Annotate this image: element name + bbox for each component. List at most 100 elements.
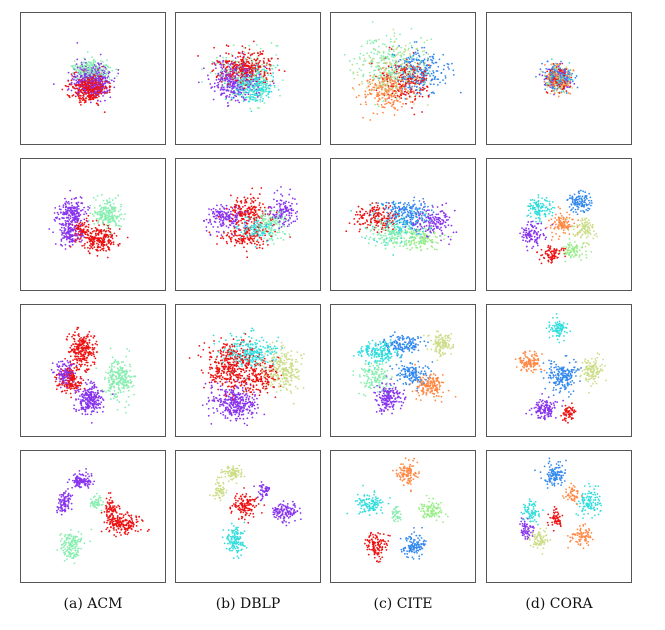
scatter-point <box>246 65 249 68</box>
scatter-point <box>105 233 107 236</box>
scatter-point <box>261 63 263 66</box>
scatter-point <box>408 84 411 87</box>
scatter-point <box>256 64 258 66</box>
scatter-point <box>240 72 243 75</box>
scatter-point <box>561 62 564 65</box>
scatter-point <box>99 208 102 211</box>
scatter-point <box>247 73 249 76</box>
scatter-point <box>216 75 218 78</box>
scatter-point <box>270 74 273 77</box>
scatter-point <box>241 84 244 86</box>
scatter-point <box>229 67 232 70</box>
scatter-point <box>92 238 94 241</box>
scatter-point <box>422 61 425 64</box>
scatter-point <box>94 199 97 201</box>
scatter-point <box>387 52 390 55</box>
scatter-point <box>403 53 405 56</box>
scatter-point <box>74 221 77 223</box>
scatter-point <box>65 200 68 203</box>
scatter-point <box>549 72 551 75</box>
scatter-point <box>101 248 103 251</box>
scatter-point <box>375 89 378 92</box>
scatter-point <box>389 88 392 91</box>
scatter-point <box>376 92 379 94</box>
scatter-point <box>447 66 449 69</box>
scatter-point <box>409 77 412 80</box>
scatter-point <box>69 215 72 218</box>
scatter-point <box>73 197 76 200</box>
scatter-point <box>251 62 254 65</box>
scatter-point <box>75 202 78 205</box>
scatter-point <box>411 107 413 109</box>
scatter-point <box>56 211 59 214</box>
scatter-point <box>377 105 380 108</box>
scatter-point <box>383 74 385 77</box>
scatter-point <box>435 70 438 72</box>
scatter-point <box>359 103 362 106</box>
scatter-point <box>270 57 273 60</box>
scatter-point <box>253 64 256 66</box>
scatter-point <box>68 202 71 205</box>
scatter-point <box>246 91 249 94</box>
scatter-point <box>398 45 400 47</box>
scatter-point <box>434 61 437 64</box>
scatter-point <box>123 218 125 221</box>
scatter-point <box>227 45 230 48</box>
scatter-point <box>409 81 412 84</box>
scatter-point <box>387 74 389 77</box>
scatter-point <box>97 71 100 74</box>
scatter-point <box>379 57 381 59</box>
scatter-point <box>110 79 113 82</box>
scatter-point <box>82 228 85 231</box>
scatter-point <box>79 233 82 236</box>
scatter-point <box>382 52 385 54</box>
scatter-point <box>364 90 367 93</box>
scatter-point <box>88 94 91 97</box>
scatter-point <box>391 59 394 62</box>
scatter-point <box>54 206 57 209</box>
scatter-point <box>92 86 94 89</box>
scatter-point <box>267 96 270 99</box>
scatter-point <box>228 71 231 74</box>
scatter-point <box>89 76 92 79</box>
scatter-point <box>419 78 422 81</box>
scatter-point <box>83 247 86 249</box>
scatter-point <box>112 80 115 83</box>
scatter-point <box>545 77 548 80</box>
scatter-point <box>78 87 80 90</box>
scatter-point <box>68 96 71 99</box>
scatter-point <box>98 213 101 216</box>
scatter-point <box>90 64 92 66</box>
scatter-point <box>247 60 250 63</box>
scatter-point <box>255 80 258 83</box>
scatter-point <box>214 72 217 75</box>
scatter-point <box>124 213 126 216</box>
scatter-point <box>81 96 84 99</box>
scatter-point <box>407 86 410 89</box>
scatter-point <box>550 58 553 60</box>
scatter-point <box>428 66 431 69</box>
scatter-point <box>381 78 384 80</box>
scatter-point <box>384 98 387 101</box>
scatter-point <box>48 228 51 230</box>
scatter-point <box>213 85 216 88</box>
scatter-point <box>415 53 417 56</box>
scatter-point <box>103 244 106 247</box>
scatter-point <box>81 74 83 77</box>
scatter-point <box>427 94 430 97</box>
scatter-point <box>403 69 406 72</box>
scatter-point <box>91 98 94 100</box>
scatter-point <box>426 86 429 88</box>
scatter-point <box>226 105 229 107</box>
scatter-point <box>98 205 101 207</box>
scatter-point <box>382 111 384 114</box>
scatter-point <box>106 90 109 93</box>
scatter-point <box>431 78 434 81</box>
tsne-panel-cora-row-1 <box>486 12 632 145</box>
scatter-point <box>224 67 227 70</box>
scatter-point <box>82 75 85 78</box>
scatter-point <box>242 53 245 55</box>
scatter-point <box>421 71 423 74</box>
scatter-point <box>252 196 255 199</box>
scatter-point <box>415 81 418 84</box>
